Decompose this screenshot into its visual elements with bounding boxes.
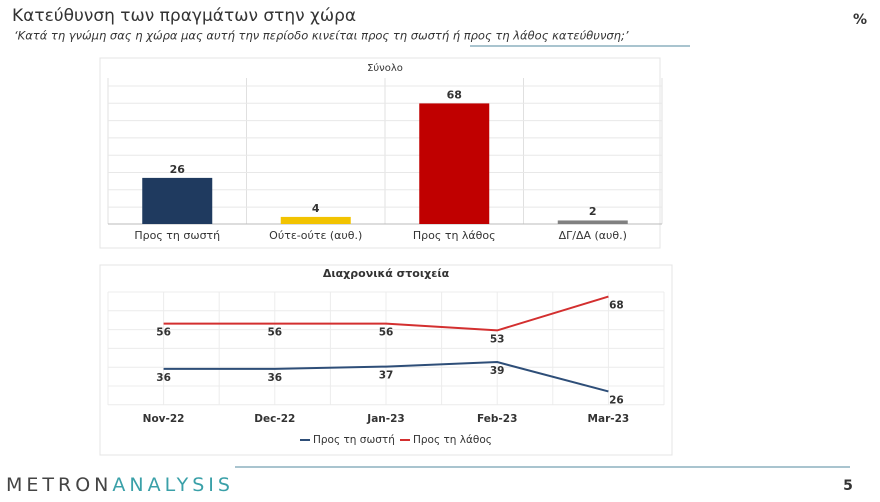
logo: METRONANALYSIS bbox=[6, 474, 234, 496]
value-label: 56 bbox=[379, 327, 394, 339]
bar bbox=[419, 103, 490, 224]
legend-label: Προς τη σωστή bbox=[313, 434, 395, 446]
bar bbox=[557, 220, 628, 224]
x-tick-label: Dec-22 bbox=[254, 413, 295, 425]
x-tick-label: Mar-23 bbox=[588, 413, 630, 425]
value-label: 2 bbox=[589, 205, 597, 218]
bar bbox=[142, 177, 213, 224]
x-tick-label: Feb-23 bbox=[477, 413, 517, 425]
value-label: 68 bbox=[609, 300, 624, 312]
x-tick-label: Προς τη λάθος bbox=[413, 229, 496, 242]
logo-light: ANALYSIS bbox=[112, 474, 234, 496]
page-number: 5 bbox=[843, 478, 853, 494]
value-label: 26 bbox=[609, 394, 624, 406]
value-label: 4 bbox=[312, 202, 320, 215]
unit-label: % bbox=[853, 12, 867, 28]
value-label: 36 bbox=[156, 372, 171, 384]
chart-title: Διαχρονικά στοιχεία bbox=[323, 267, 450, 280]
x-tick-label: Jan-23 bbox=[366, 413, 404, 425]
value-label: 36 bbox=[267, 372, 282, 384]
slide-title: Κατεύθυνση των πραγμάτων στην χώρα bbox=[12, 6, 356, 26]
x-tick-label: ΔΓ/ΔΑ (αυθ.) bbox=[559, 229, 627, 242]
bar bbox=[280, 216, 351, 224]
slide-subtitle: ‘Κατά τη γνώμη σας η χώρα μας αυτή την π… bbox=[14, 29, 629, 43]
value-label: 39 bbox=[490, 365, 505, 377]
series-line bbox=[163, 295, 609, 332]
x-tick-label: Nov-22 bbox=[143, 413, 185, 425]
x-tick-label: Ούτε-ούτε (αυθ.) bbox=[269, 229, 362, 242]
value-label: 56 bbox=[156, 327, 171, 339]
series-line bbox=[163, 361, 609, 393]
value-label: 68 bbox=[447, 88, 462, 101]
value-label: 53 bbox=[490, 333, 505, 345]
value-label: 26 bbox=[170, 163, 186, 176]
value-label: 56 bbox=[267, 327, 282, 339]
logo-dark: METRON bbox=[6, 474, 112, 496]
chart-title: Σύνολο bbox=[367, 62, 403, 74]
legend-label: Προς τη λάθος bbox=[413, 434, 492, 446]
x-tick-label: Προς τη σωστή bbox=[134, 229, 220, 242]
value-label: 37 bbox=[379, 370, 394, 382]
